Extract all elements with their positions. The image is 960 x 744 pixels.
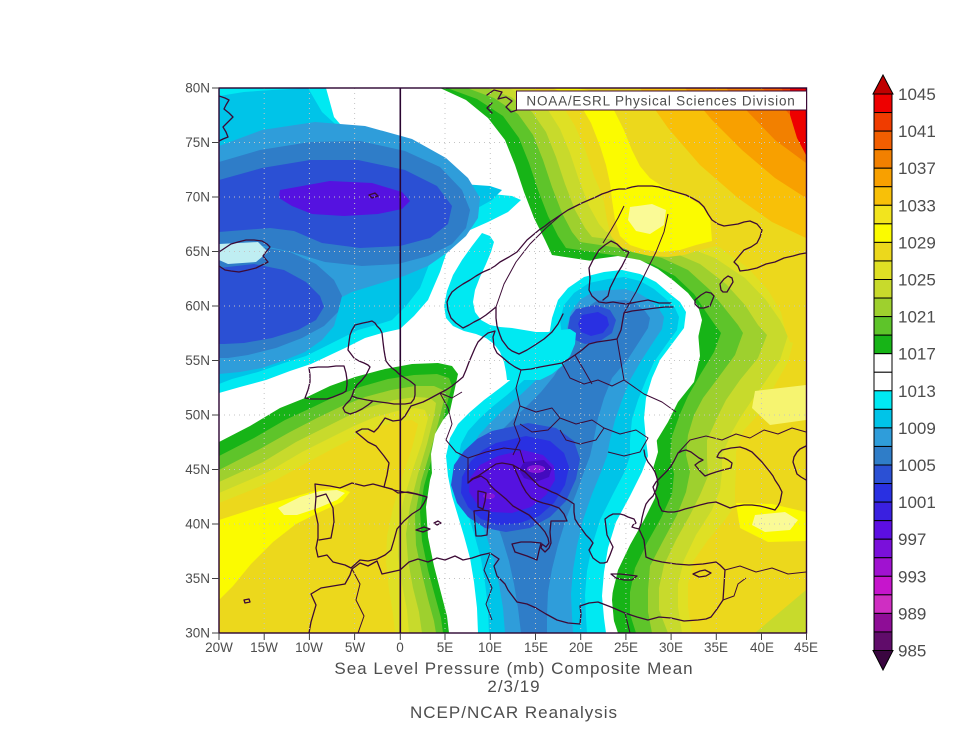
svg-text:45N: 45N [185, 462, 210, 477]
svg-text:25E: 25E [614, 640, 638, 655]
svg-text:1017: 1017 [898, 345, 936, 364]
svg-text:20W: 20W [205, 640, 233, 655]
svg-text:10E: 10E [478, 640, 502, 655]
svg-text:55N: 55N [185, 353, 210, 368]
svg-text:0: 0 [396, 640, 404, 655]
svg-text:1009: 1009 [898, 419, 936, 438]
svg-text:45E: 45E [794, 640, 818, 655]
svg-text:80N: 80N [185, 81, 210, 96]
svg-text:15W: 15W [250, 640, 278, 655]
svg-text:1013: 1013 [898, 382, 936, 401]
svg-text:985: 985 [898, 642, 926, 661]
svg-text:1025: 1025 [898, 271, 936, 290]
svg-text:5E: 5E [437, 640, 454, 655]
svg-text:NCEP/NCAR Reanalysis: NCEP/NCAR Reanalysis [410, 703, 618, 722]
svg-text:1045: 1045 [898, 85, 936, 104]
svg-text:2/3/19: 2/3/19 [487, 677, 540, 696]
svg-text:989: 989 [898, 604, 926, 623]
svg-text:1001: 1001 [898, 493, 936, 512]
svg-text:75N: 75N [185, 135, 210, 150]
svg-text:50N: 50N [185, 408, 210, 423]
svg-text:40N: 40N [185, 517, 210, 532]
svg-text:40E: 40E [750, 640, 774, 655]
svg-text:30N: 30N [185, 626, 210, 641]
svg-text:993: 993 [898, 567, 926, 586]
svg-text:1021: 1021 [898, 308, 936, 327]
svg-text:Sea Level Pressure (mb) Compos: Sea Level Pressure (mb) Composite Mean [334, 659, 693, 678]
svg-text:20E: 20E [569, 640, 593, 655]
svg-text:60N: 60N [185, 299, 210, 314]
svg-text:65N: 65N [185, 244, 210, 259]
svg-text:1033: 1033 [898, 196, 936, 215]
svg-text:997: 997 [898, 530, 926, 549]
svg-text:5W: 5W [345, 640, 366, 655]
svg-text:NOAA/ESRL Physical Sciences Di: NOAA/ESRL Physical Sciences Division [526, 94, 795, 109]
svg-text:10W: 10W [295, 640, 323, 655]
svg-text:15E: 15E [524, 640, 548, 655]
svg-text:1037: 1037 [898, 159, 936, 178]
svg-text:1041: 1041 [898, 122, 936, 141]
svg-text:1029: 1029 [898, 233, 936, 252]
svg-text:30E: 30E [659, 640, 683, 655]
svg-text:70N: 70N [185, 190, 210, 205]
svg-text:35N: 35N [185, 571, 210, 586]
svg-text:1005: 1005 [898, 456, 936, 475]
svg-text:35E: 35E [704, 640, 728, 655]
